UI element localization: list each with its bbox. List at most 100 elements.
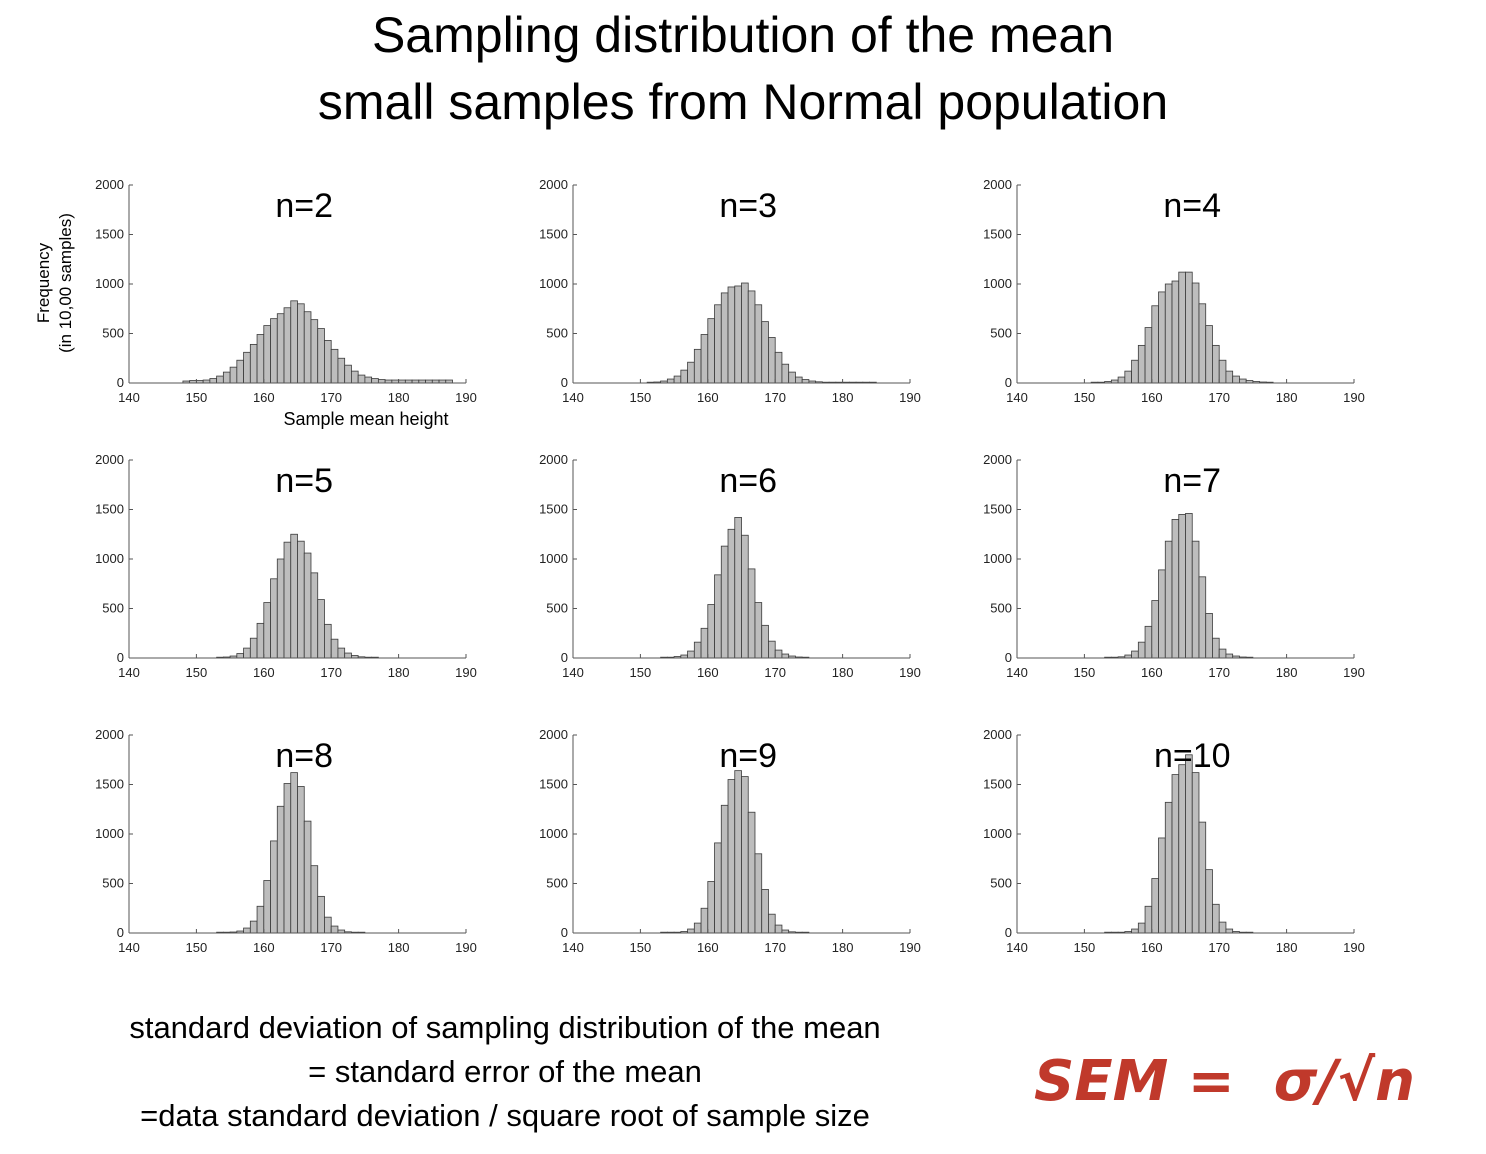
y-tick-label: 2000 xyxy=(539,727,568,742)
histogram-bar xyxy=(1158,291,1166,384)
histogram-panel: 140 150 160 170 180 190 0 500 1000 1500 2000 n=8 xyxy=(95,727,477,955)
x-tick-label: 180 xyxy=(832,940,854,955)
x-tick-label: 190 xyxy=(455,665,477,680)
histogram-bar xyxy=(1124,370,1132,384)
histogram-bar xyxy=(666,378,675,384)
x-tick-label: 180 xyxy=(1276,940,1298,955)
x-axis-label: Sample mean height xyxy=(283,409,448,429)
x-tick-label: 170 xyxy=(1208,665,1230,680)
x-tick-label: 170 xyxy=(764,390,786,405)
histogram-bar xyxy=(330,925,339,934)
histogram-bar xyxy=(222,371,231,384)
histogram-bar xyxy=(768,337,776,384)
histogram-bar xyxy=(768,913,776,934)
histogram-bar xyxy=(330,348,339,384)
y-tick-label: 2000 xyxy=(983,452,1012,467)
sem-formula-text: SEM = σ/√n xyxy=(1034,1049,1415,1114)
histogram-bar xyxy=(276,313,285,384)
x-tick-label: 160 xyxy=(697,665,719,680)
histogram-bar xyxy=(236,359,244,384)
histogram-bar xyxy=(687,361,695,384)
x-tick-label: 180 xyxy=(1276,390,1298,405)
page-title-line-2: small samples from Normal population xyxy=(317,74,1169,130)
x-tick-label: 180 xyxy=(832,665,854,680)
histogram-bar xyxy=(317,599,325,659)
y-tick-label: 2000 xyxy=(539,452,568,467)
y-axis-label-line-2: (in 10,00 samples) xyxy=(56,213,75,353)
histogram-bar xyxy=(283,783,292,934)
y-tick-label: 500 xyxy=(102,326,124,341)
x-tick-label: 170 xyxy=(764,665,786,680)
histogram-bar xyxy=(324,340,332,384)
histogram-bar xyxy=(693,348,702,384)
x-tick-label: 190 xyxy=(455,390,477,405)
histogram-bar xyxy=(1232,375,1240,384)
x-tick-label: 160 xyxy=(253,665,275,680)
y-tick-label: 0 xyxy=(1005,650,1012,665)
histogram-bar xyxy=(303,552,312,659)
histogram-bar xyxy=(249,343,258,384)
histogram-bar xyxy=(1171,519,1180,659)
y-tick-label: 0 xyxy=(561,925,568,940)
histogram-bar xyxy=(1144,327,1153,384)
histogram-bar xyxy=(720,545,729,659)
histogram-bar xyxy=(344,652,352,659)
y-tick-label: 0 xyxy=(1005,925,1012,940)
histogram-bar xyxy=(700,627,709,659)
histogram-bar xyxy=(270,318,278,384)
x-tick-label: 170 xyxy=(1208,390,1230,405)
histogram-bar xyxy=(303,820,312,934)
histogram-bar xyxy=(249,920,258,934)
x-tick-label: 140 xyxy=(562,390,584,405)
histogram-bar xyxy=(283,541,292,659)
histogram-bar xyxy=(788,371,796,384)
histogram-bar xyxy=(781,653,790,659)
caption-line-3: =data standard deviation / square root o… xyxy=(140,1098,870,1133)
panel-title: n=2 xyxy=(275,187,333,225)
histogram-bar xyxy=(1191,540,1200,659)
histogram-bar xyxy=(1178,764,1186,934)
histogram-bar xyxy=(1198,576,1207,659)
x-tick-label: 180 xyxy=(1276,665,1298,680)
y-tick-label: 1500 xyxy=(539,777,568,792)
histogram-bar xyxy=(1151,305,1159,384)
histogram-bar xyxy=(1164,283,1173,384)
histogram-bar xyxy=(297,540,305,659)
histogram-bar xyxy=(344,364,352,384)
x-tick-label: 180 xyxy=(832,390,854,405)
histogram-bar xyxy=(687,650,695,659)
y-axis-label-line-1: Frequency xyxy=(34,242,53,323)
histogram-bar xyxy=(727,286,736,384)
y-tick-label: 1500 xyxy=(95,502,124,517)
histogram-bar xyxy=(1218,921,1227,934)
histogram-bar xyxy=(1198,821,1207,934)
x-tick-label: 190 xyxy=(899,390,921,405)
histogram-panel: 140 150 160 170 180 190 0 500 1000 1500 2000 n=6 xyxy=(539,452,921,680)
panel-title: n=10 xyxy=(1154,737,1231,775)
histogram-panel: 140 150 160 170 180 190 0 500 1000 1500 2000 n=9 xyxy=(539,727,921,955)
histogram-panel: 140 150 160 170 180 190 0 500 1000 1500 2000 n=4 xyxy=(983,177,1365,405)
histogram-bar xyxy=(1225,370,1234,384)
histogram-bar xyxy=(290,533,298,659)
histogram-bar xyxy=(324,623,332,659)
histogram-bar xyxy=(687,928,695,934)
histogram-bar xyxy=(1191,772,1200,934)
histogram-bar xyxy=(1131,928,1139,934)
histogram-bar xyxy=(1144,905,1153,934)
y-tick-label: 1000 xyxy=(983,826,1012,841)
histogram-bar xyxy=(761,889,769,934)
y-tick-label: 1000 xyxy=(95,276,124,291)
histogram-bar xyxy=(781,363,790,384)
y-tick-label: 500 xyxy=(102,876,124,891)
histogram-bar xyxy=(1185,513,1193,659)
histogram-bar xyxy=(263,325,271,384)
y-tick-label: 2000 xyxy=(983,727,1012,742)
panel-title: n=6 xyxy=(719,462,777,500)
panel-title: n=5 xyxy=(275,462,333,500)
y-tick-label: 500 xyxy=(990,601,1012,616)
y-tick-label: 500 xyxy=(546,876,568,891)
histogram-bar xyxy=(741,776,749,934)
histogram-bar xyxy=(236,653,244,659)
histogram-bar xyxy=(1205,613,1213,659)
x-tick-label: 190 xyxy=(899,940,921,955)
